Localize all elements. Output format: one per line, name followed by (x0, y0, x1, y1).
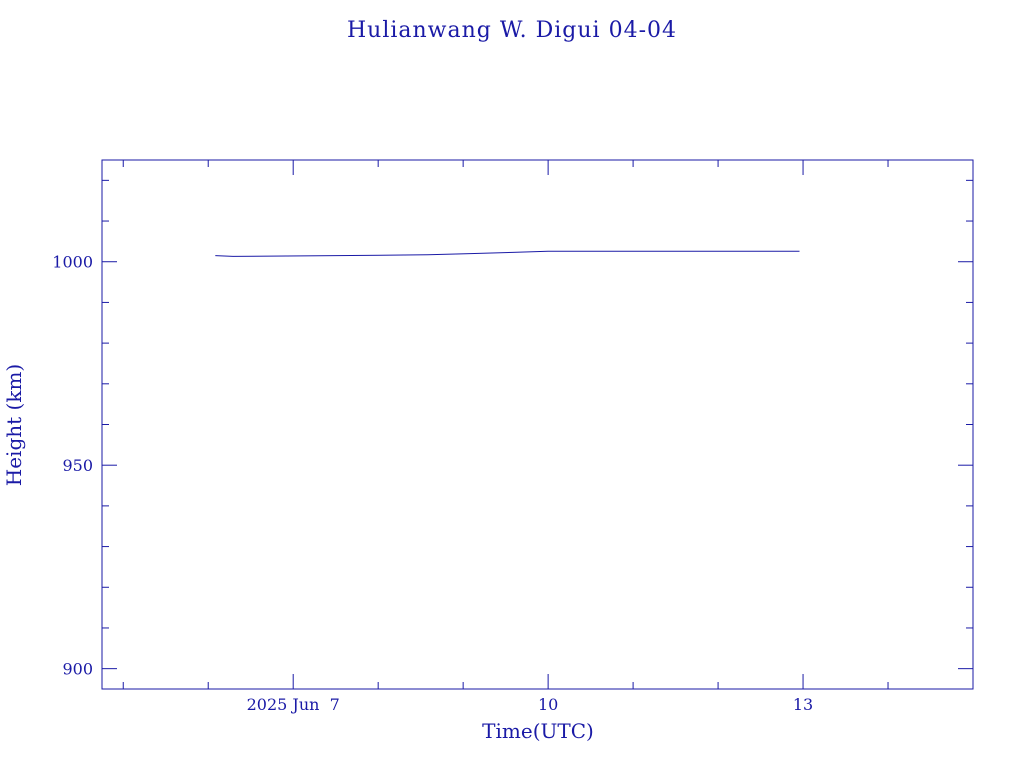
axis-ticks (102, 160, 973, 689)
chart-title: Hulianwang W. Digui 04-04 (347, 18, 677, 43)
y-tick-label: 900 (62, 660, 93, 679)
plot-frame (101, 159, 974, 690)
x-tick-label: 10 (538, 695, 558, 714)
height-series-line (215, 250, 800, 257)
axis-tick-labels: 2025 Jun 7 10 13 900 950 1000 (52, 253, 813, 714)
y-tick-label: 1000 (52, 253, 93, 272)
x-tick-label: 2025 Jun 7 (247, 695, 340, 714)
x-tick-label: 13 (793, 695, 813, 714)
y-axis-label: Height (km) (2, 364, 26, 486)
x-axis-label: Time(UTC) (482, 719, 594, 743)
y-tick-label: 950 (62, 456, 93, 475)
